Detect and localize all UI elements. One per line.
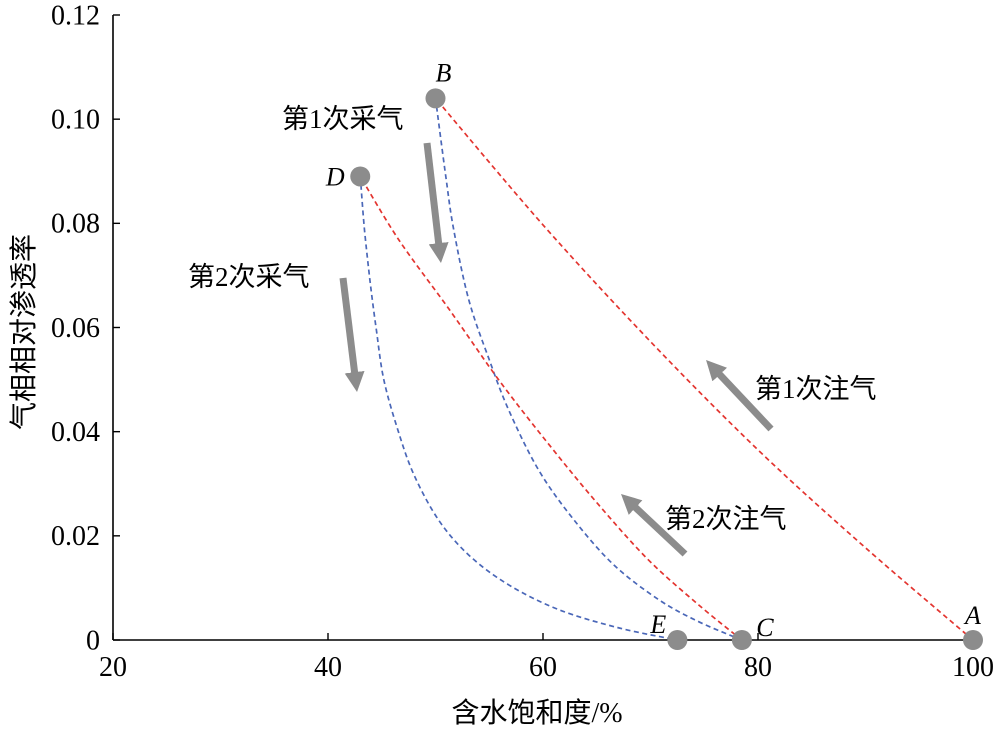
label-first-production: 第1次采气 (282, 104, 404, 134)
arrow-first-production (423, 142, 449, 264)
y-tick-label: 0.06 (51, 313, 100, 344)
y-tick-label: 0.04 (51, 417, 100, 448)
point-label: A (963, 601, 981, 630)
x-tick-label: 100 (952, 652, 994, 683)
label-first-injection: 第1次注气 (755, 374, 877, 404)
state-points: A B C D E (325, 58, 983, 650)
axes (112, 15, 973, 641)
label-second-injection: 第2次注气 (665, 504, 787, 534)
annotation-labels: 第1次注气 第1次采气 第2次注气 第2次采气 (188, 104, 877, 534)
y-tick-label: 0.02 (51, 521, 100, 552)
point-label: D (325, 162, 345, 191)
curve-first-production (434, 98, 743, 641)
x-tick-label: 80 (744, 652, 772, 683)
point-marker (425, 88, 446, 109)
y-tick-label: 0.12 (51, 0, 100, 31)
point-label: E (649, 610, 666, 639)
x-tick-label: 40 (314, 652, 342, 683)
curve-second-production (359, 176, 678, 641)
point-label: C (756, 613, 774, 642)
y-tick-label: 0.08 (51, 209, 100, 240)
point-label: B (436, 58, 452, 87)
curve-second-injection (359, 176, 743, 641)
point-marker (731, 630, 752, 650)
x-tick-label: 20 (99, 652, 127, 683)
y-tick-label: 0.10 (51, 104, 100, 135)
series-curves (359, 97, 974, 641)
y-tick-label: 0 (86, 625, 100, 656)
arrow-first-injection (706, 360, 774, 432)
y-axis-title: 气相相对渗透率 (8, 234, 40, 430)
annotation-arrows (339, 142, 774, 557)
label-second-production: 第2次采气 (188, 262, 310, 292)
arrow-second-production (339, 277, 365, 393)
x-axis-title: 含水饱和度/% (451, 697, 622, 729)
x-tick-label: 60 (529, 652, 557, 683)
point-marker (350, 166, 371, 187)
curve-first-injection (434, 97, 974, 641)
point-marker (667, 630, 688, 650)
point-marker (963, 630, 983, 650)
axis-ticks: 20 40 60 80 100 0 0.02 0.04 0.06 0.08 0.10 0.12 (51, 0, 994, 683)
arrow-second-injection (621, 493, 688, 557)
